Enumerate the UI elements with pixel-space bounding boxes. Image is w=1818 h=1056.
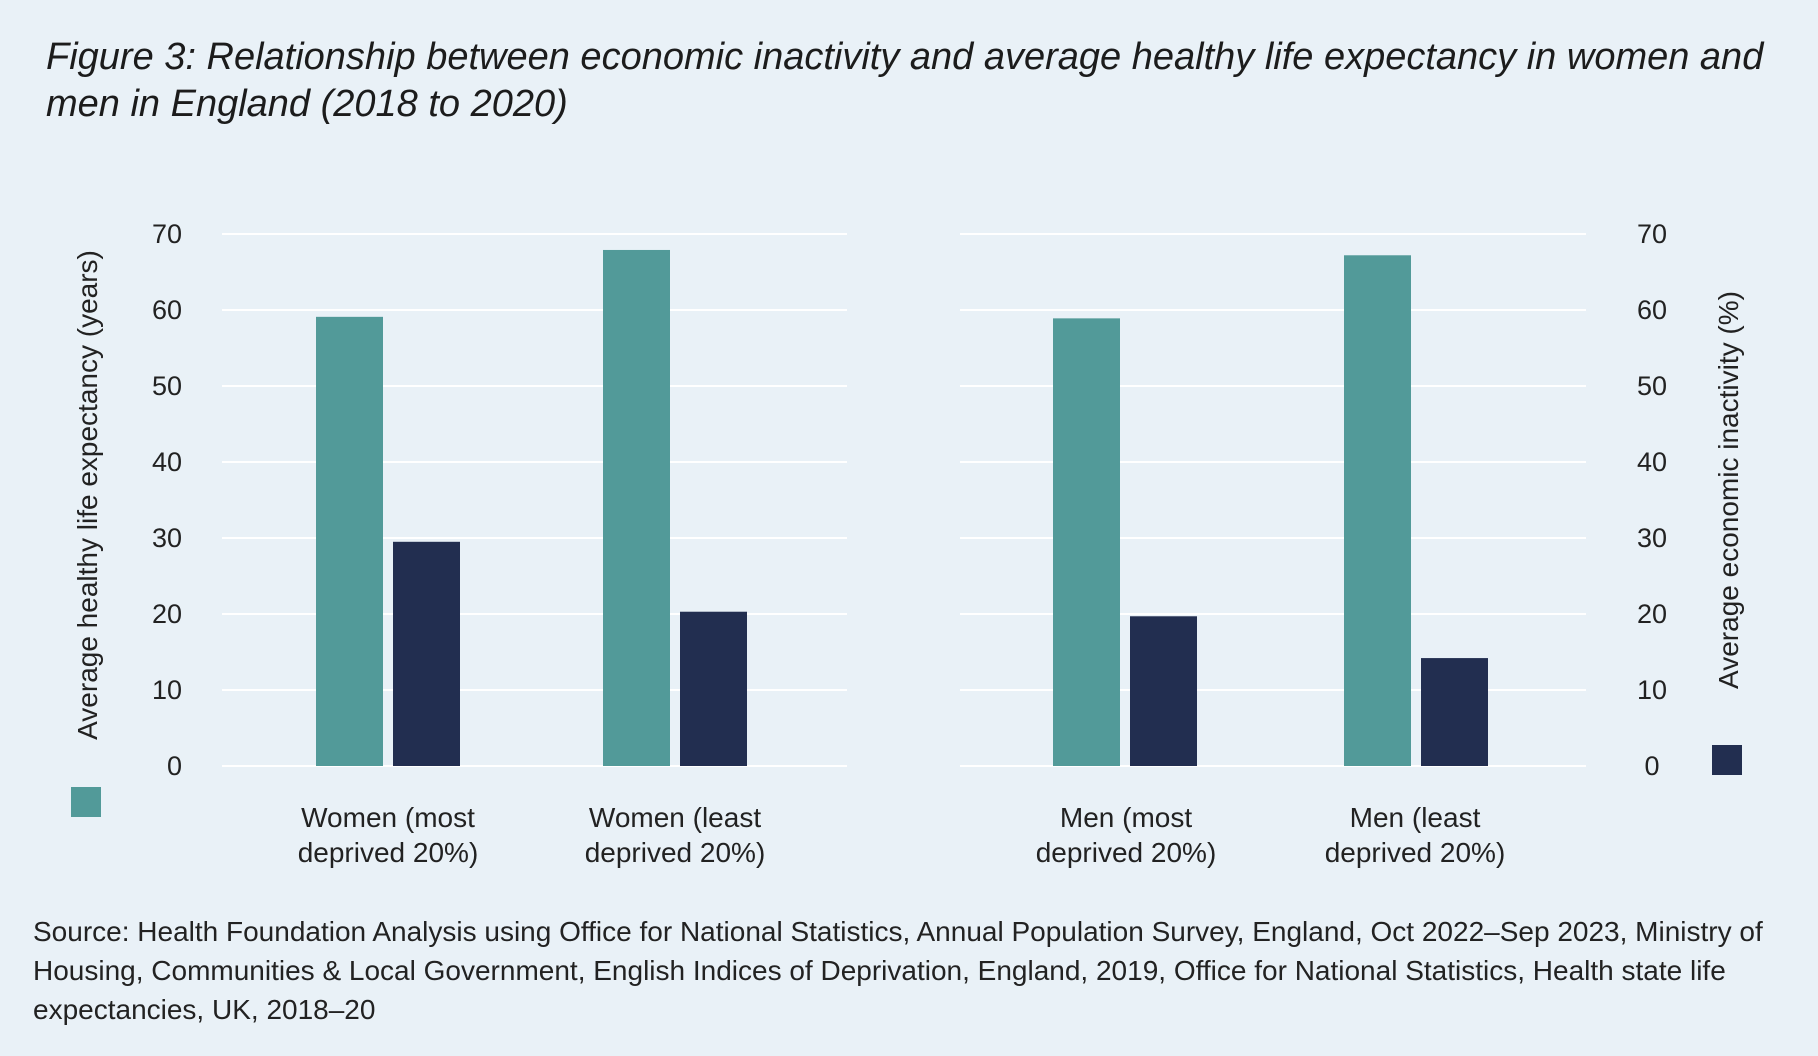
y-axis-left-title: Average healthy life expectancy (years) — [72, 250, 103, 740]
y-left-tick-label: 40 — [152, 447, 182, 477]
category-label: Men (most — [1060, 802, 1192, 833]
bar-series0-cat0 — [316, 316, 383, 766]
y-right-tick-label: 50 — [1637, 371, 1667, 401]
category-label: deprived 20%) — [1325, 837, 1506, 868]
bar-series0-cat1 — [603, 249, 670, 766]
bar-series0-cat3 — [1344, 255, 1411, 766]
bar-series1-cat3 — [1421, 658, 1488, 766]
y-right-tick-label: 20 — [1637, 599, 1667, 629]
y-left-tick-label: 50 — [152, 371, 182, 401]
y-right-tick-label: 0 — [1644, 751, 1659, 781]
chart-title: Figure 3: Relationship between economic … — [46, 36, 1764, 125]
y-left-tick-label: 0 — [167, 751, 182, 781]
y-right-tick-label: 30 — [1637, 523, 1667, 553]
source-note: Source: Health Foundation Analysis using… — [33, 916, 1763, 1025]
y-left-tick-label: 10 — [152, 675, 182, 705]
category-label: deprived 20%) — [1036, 837, 1217, 868]
category-label: Men (least — [1350, 802, 1481, 833]
y-axis-right-title: Average economic inactivity (%) — [1713, 291, 1744, 689]
legend-swatch-series0 — [71, 787, 101, 817]
y-right-tick-label: 40 — [1637, 447, 1667, 477]
y-right-tick-label: 10 — [1637, 675, 1667, 705]
y-right-tick-label: 60 — [1637, 295, 1667, 325]
bar-series1-cat1 — [680, 611, 747, 766]
y-left-tick-label: 70 — [152, 219, 182, 249]
y-right-tick-label: 70 — [1637, 219, 1667, 249]
bar-series1-cat0 — [393, 541, 460, 766]
y-left-tick-label: 20 — [152, 599, 182, 629]
category-label: deprived 20%) — [298, 837, 479, 868]
category-label: Women (most — [301, 802, 475, 833]
y-left-tick-label: 60 — [152, 295, 182, 325]
legend-swatch-series1 — [1712, 745, 1742, 775]
bar-series0-cat2 — [1053, 318, 1120, 766]
category-label: deprived 20%) — [585, 837, 766, 868]
bar-series1-cat2 — [1130, 616, 1197, 766]
category-label: Women (least — [589, 802, 761, 833]
y-left-tick-label: 30 — [152, 523, 182, 553]
